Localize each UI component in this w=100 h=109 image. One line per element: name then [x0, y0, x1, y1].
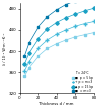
Y-axis label: λ / 10⁻³ W·m⁻¹·K⁻¹: λ / 10⁻³ W·m⁻¹·K⁻¹ — [4, 32, 8, 65]
Legend: T = 24°C, ■  p = 5 kp, + p = m=3, ◆ p = 15 kp, ■  = m=3: T = 24°C, ■ p = 5 kp, + p = m=3, ◆ p = 1… — [71, 71, 93, 94]
X-axis label: Thickness d / mm: Thickness d / mm — [40, 101, 74, 106]
